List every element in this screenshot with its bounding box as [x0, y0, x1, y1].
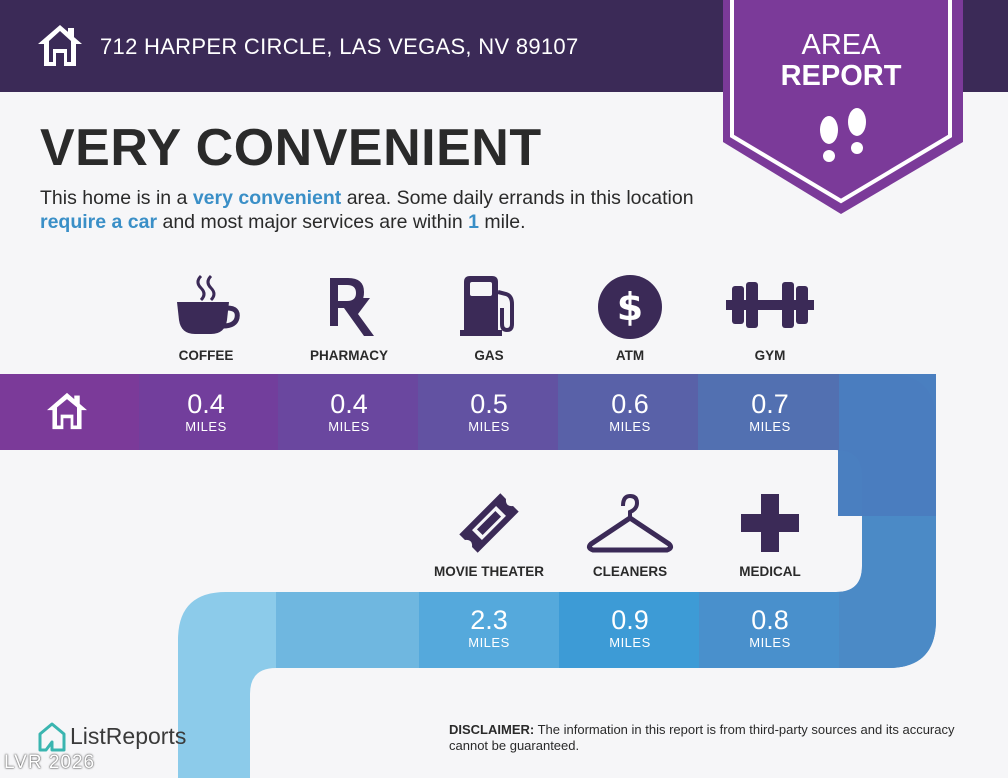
distance-value: 2.3 — [470, 605, 508, 635]
home-start-icon — [47, 392, 87, 430]
svg-text:$: $ — [617, 285, 643, 329]
distance-cleaners: 0.9 MILES — [560, 605, 700, 651]
disclaimer: DISCLAIMER: The information in this repo… — [449, 722, 979, 754]
distance-value: 0.4 — [330, 389, 368, 419]
amenity-label: COFFEE — [178, 348, 234, 363]
amenity-pharmacy: PHARMACY — [279, 272, 419, 364]
amenity-gym: GYM — [700, 272, 840, 364]
badge-line-report: REPORT — [780, 60, 902, 92]
disclaimer-text: The information in this report is from t… — [449, 722, 955, 753]
distance-movie-theater: 2.3 MILES — [419, 605, 559, 651]
distance-pharmacy: 0.4 MILES — [279, 389, 419, 435]
house-icon — [38, 25, 82, 66]
gas-pump-icon — [460, 276, 514, 336]
desc-text: mile. — [478, 211, 526, 233]
distance-coffee: 0.4 MILES — [136, 389, 276, 435]
distance-unit: MILES — [328, 419, 370, 434]
convenience-description: This home is in a very convenient area. … — [40, 186, 720, 234]
amenity-label: PHARMACY — [309, 348, 388, 363]
distance-value: 0.9 — [611, 605, 649, 635]
disclaimer-label: DISCLAIMER: — [449, 722, 535, 737]
watermark: LVR 2026 — [4, 752, 96, 773]
distance-gym: 0.7 MILES — [700, 389, 840, 435]
footprints-icon — [820, 108, 866, 162]
amenity-movie-theater: MOVIE THEATER — [419, 488, 559, 580]
badge-line-area: AREA — [801, 29, 881, 61]
distance-value: 0.8 — [751, 605, 789, 635]
desc-text: and most major services are within — [157, 211, 469, 233]
amenity-label: CLEANERS — [592, 564, 668, 579]
distance-medical: 0.8 MILES — [700, 605, 840, 651]
desc-highlight: very convenient — [192, 187, 342, 209]
area-report-badge — [723, 0, 963, 214]
distance-atm: 0.6 MILES — [560, 389, 700, 435]
amenity-label: MOVIE THEATER — [433, 564, 544, 579]
brand-name: ListReports — [70, 723, 187, 749]
amenity-atm: $ ATM — [560, 272, 700, 364]
ticket-icon — [459, 493, 519, 553]
distance-value: 0.6 — [611, 389, 649, 419]
coffee-cup-icon — [177, 274, 240, 334]
amenity-medical: MEDICAL — [700, 488, 840, 580]
desc-text: This home is in a — [40, 187, 193, 209]
amenity-cleaners: CLEANERS — [560, 488, 700, 580]
amenity-label: MEDICAL — [739, 564, 801, 579]
distance-unit: MILES — [749, 419, 791, 434]
medical-cross-icon — [741, 494, 799, 552]
listreports-logo-icon — [38, 722, 66, 752]
property-address: 712 HARPER CIRCLE, LAS VEGAS, NV 89107 — [100, 34, 579, 59]
dumbbell-icon — [726, 282, 814, 328]
hanger-icon — [586, 493, 674, 553]
desc-text: area. Some daily errands in this locatio… — [341, 187, 694, 209]
convenience-title: VERY CONVENIENT — [40, 119, 542, 177]
distance-unit: MILES — [609, 419, 651, 434]
desc-highlight: require a car — [40, 211, 158, 233]
rx-icon — [330, 278, 374, 336]
desc-highlight: 1 — [468, 211, 479, 233]
badge-title: AREA REPORT — [723, 30, 959, 92]
amenity-label: GAS — [474, 348, 504, 363]
distance-value: 0.4 — [187, 389, 225, 419]
dollar-icon: $ — [598, 275, 662, 339]
distance-value: 0.7 — [751, 389, 789, 419]
distance-unit: MILES — [609, 635, 651, 650]
distance-value: 0.5 — [470, 389, 508, 419]
distance-unit: MILES — [749, 635, 791, 650]
distance-unit: MILES — [468, 419, 510, 434]
distance-unit: MILES — [185, 419, 227, 434]
amenity-gas: GAS — [419, 272, 559, 364]
amenity-coffee: COFFEE — [136, 272, 276, 364]
distance-unit: MILES — [468, 635, 510, 650]
amenity-label: GYM — [754, 348, 786, 363]
amenity-label: ATM — [615, 348, 645, 363]
distance-gas: 0.5 MILES — [419, 389, 559, 435]
